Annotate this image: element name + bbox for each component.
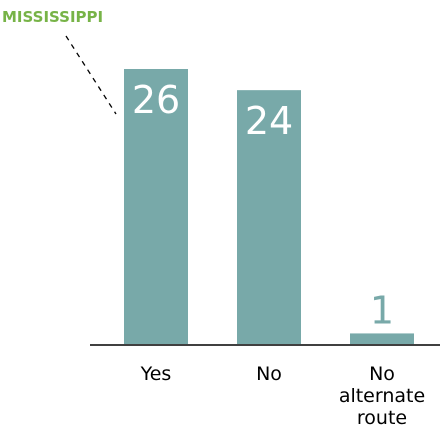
annotation-leader-line (65, 35, 117, 115)
bar-0 (124, 69, 188, 344)
bar-2 (350, 333, 414, 344)
category-label-1: No (256, 363, 282, 385)
category-label-0: Yes (140, 363, 172, 385)
category-label-2: No alternate route (339, 363, 425, 429)
state-label: MISSISSIPPI (2, 8, 103, 26)
value-label-0: 26 (132, 78, 180, 122)
bars-group (124, 69, 414, 345)
value-labels-group: 26 24 1 (132, 78, 394, 332)
bar-1 (237, 90, 301, 345)
annotation-group: MISSISSIPPI (2, 8, 117, 115)
category-labels-group: Yes No No alternate route (140, 363, 426, 429)
value-label-2: 1 (370, 288, 394, 332)
value-label-1: 24 (245, 99, 293, 143)
